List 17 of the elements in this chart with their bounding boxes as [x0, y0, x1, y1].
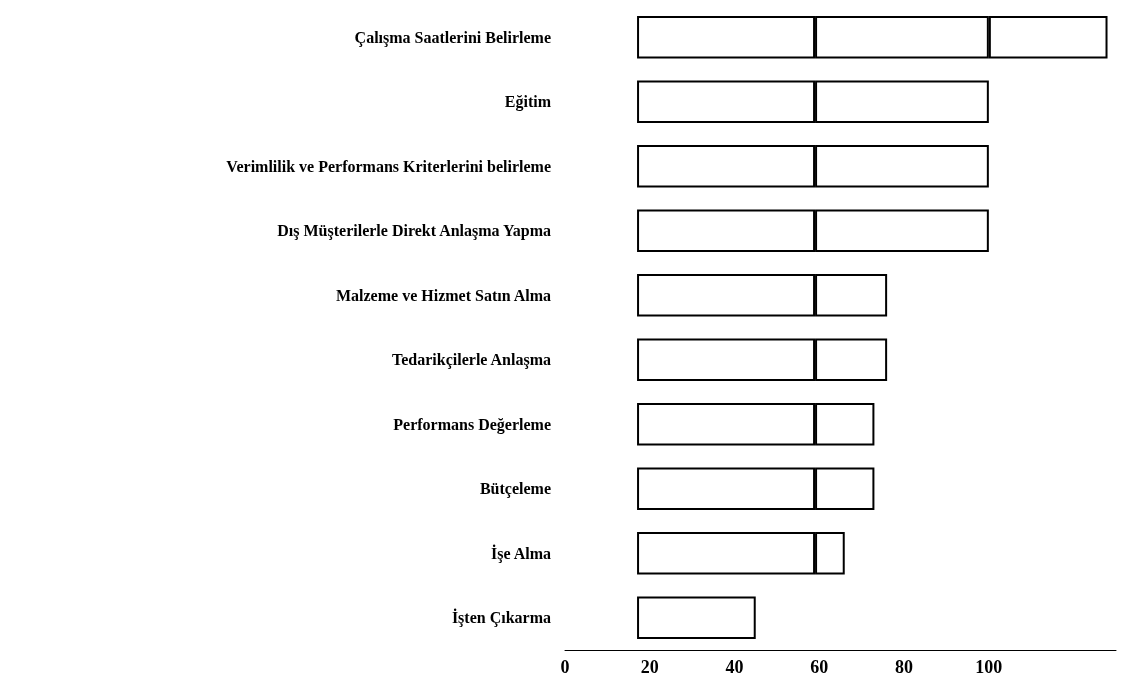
- y-tick-label: Verimlilik ve Performans Kriterlerini belirleme: [226, 157, 551, 175]
- y-tick-label: İşe Alma: [491, 543, 551, 563]
- x-tick-label: 100: [975, 657, 1003, 677]
- y-tick-label: Çalışma Saatlerini Belirleme: [354, 28, 551, 47]
- y-tick-label: Malzeme ve Hizmet Satın Alma: [335, 286, 551, 304]
- y-tick-label: Performans Değerleme: [393, 415, 551, 434]
- x-tick-label: 20: [640, 657, 659, 677]
- x-tick-label: 80: [895, 657, 914, 677]
- y-tick-label: Tedarikçilerle Anlaşma: [392, 351, 551, 370]
- bar: [637, 596, 756, 640]
- y-tick-label: İşten Çıkarma: [451, 608, 551, 628]
- y-tick-label: Dış Müşterilerle Direkt Anlaşma Yapma: [277, 222, 551, 241]
- x-tick-label: 0: [560, 657, 570, 677]
- x-tick-label: 40: [725, 657, 744, 677]
- y-tick-label: Eğitim: [504, 93, 552, 112]
- y-tick-label: Bütçeleme: [479, 480, 551, 499]
- x-tick-label: 60: [810, 657, 829, 677]
